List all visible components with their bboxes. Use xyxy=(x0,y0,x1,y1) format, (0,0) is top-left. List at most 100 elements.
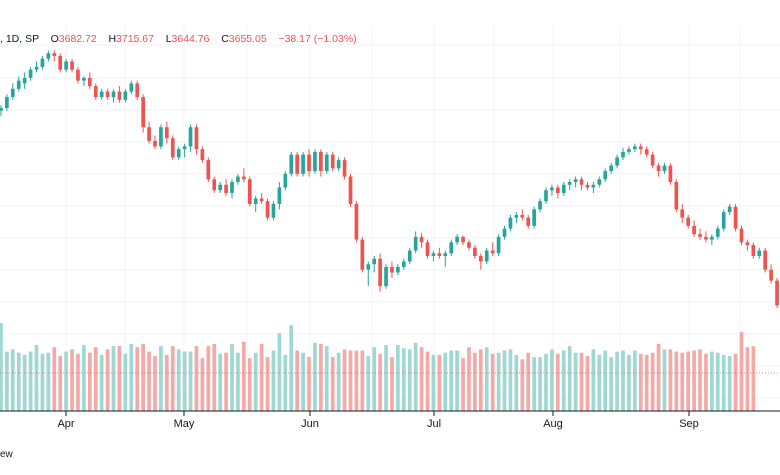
candle-body xyxy=(763,250,768,270)
candle xyxy=(721,209,726,232)
volume-bar xyxy=(230,343,234,411)
candle xyxy=(668,162,673,185)
volume-bar xyxy=(70,349,74,411)
candle xyxy=(401,258,406,270)
candle-body xyxy=(93,86,98,98)
volume-bar xyxy=(99,354,104,411)
volume-bar xyxy=(508,349,513,411)
close-value: 3655.05 xyxy=(228,33,267,45)
candle xyxy=(692,220,696,237)
volume-bar xyxy=(236,352,240,411)
volume-bar xyxy=(556,353,560,411)
candle-body xyxy=(751,245,756,257)
candle xyxy=(153,135,157,150)
candle xyxy=(194,124,199,155)
volume-bar xyxy=(319,343,323,411)
candle xyxy=(650,151,655,169)
volume-bar xyxy=(686,351,691,411)
candle-body xyxy=(5,97,9,109)
x-tick-label: Jun xyxy=(301,418,319,430)
volume-bar xyxy=(733,353,738,411)
volume-bar xyxy=(692,350,696,411)
candle-body xyxy=(52,53,57,56)
candle xyxy=(378,253,382,292)
volume-bar xyxy=(443,352,448,411)
candle xyxy=(129,80,134,95)
candle xyxy=(496,234,501,257)
volume-bar xyxy=(34,345,39,411)
candle xyxy=(715,225,720,240)
volume-bar xyxy=(277,332,282,411)
candle xyxy=(638,143,643,155)
candle-body xyxy=(473,247,477,257)
volume-bar xyxy=(111,346,116,411)
volume-bar xyxy=(644,354,649,411)
volume-bar xyxy=(129,343,134,411)
candle-body xyxy=(532,209,536,226)
candle xyxy=(93,83,98,100)
candle-body xyxy=(484,250,489,262)
candle xyxy=(52,50,57,62)
volume-bar xyxy=(212,343,217,411)
candle xyxy=(319,149,323,177)
candle xyxy=(372,256,377,273)
candle-body xyxy=(170,138,175,158)
candle-body xyxy=(236,176,240,183)
candle-body xyxy=(354,203,359,240)
candle-body xyxy=(390,266,394,273)
candle-body xyxy=(757,250,762,257)
candle-body xyxy=(301,154,305,174)
candle-body xyxy=(514,214,519,218)
volume-bar xyxy=(674,351,679,411)
candle xyxy=(313,149,317,174)
candle xyxy=(34,61,39,73)
volume-bar xyxy=(188,351,193,411)
candle-body xyxy=(710,236,714,240)
volume-layer xyxy=(0,323,756,411)
volume-bar xyxy=(538,357,542,411)
candle-body xyxy=(188,127,193,147)
candle-body xyxy=(401,261,406,267)
candle-body xyxy=(289,154,294,174)
candle xyxy=(508,214,513,232)
candle-body xyxy=(396,266,400,273)
candle-body xyxy=(40,58,45,67)
candle xyxy=(739,225,744,246)
candle-body xyxy=(686,217,691,226)
candle-body xyxy=(680,209,685,218)
candle xyxy=(431,250,436,262)
candle xyxy=(105,88,110,100)
volume-bar xyxy=(206,346,211,411)
candle xyxy=(757,247,762,259)
candle xyxy=(259,192,264,204)
candle xyxy=(188,124,193,152)
candle-body xyxy=(579,179,584,185)
candle xyxy=(396,264,400,276)
volume-bar xyxy=(473,352,477,411)
volume-bar xyxy=(28,351,33,411)
candle-body xyxy=(34,66,39,70)
candle xyxy=(514,212,519,224)
candle xyxy=(461,235,465,246)
volume-bar xyxy=(265,357,270,411)
volume-bar xyxy=(419,347,424,411)
volume-bar xyxy=(627,354,631,411)
volume-bar xyxy=(253,352,258,411)
volume-bar xyxy=(87,352,92,411)
candle xyxy=(289,151,294,177)
watermark-fragment: ew xyxy=(0,449,13,460)
volume-bar xyxy=(117,346,122,411)
candle-body xyxy=(727,206,732,213)
candle-body xyxy=(769,269,773,281)
candle xyxy=(585,182,590,191)
volume-bar xyxy=(176,349,181,411)
candle-body xyxy=(176,149,181,158)
candle xyxy=(218,182,222,193)
volume-bar xyxy=(52,347,57,411)
candle-body xyxy=(16,80,21,89)
open-label: O xyxy=(50,33,59,45)
volume-bar xyxy=(662,349,667,411)
candle-body xyxy=(508,217,513,229)
